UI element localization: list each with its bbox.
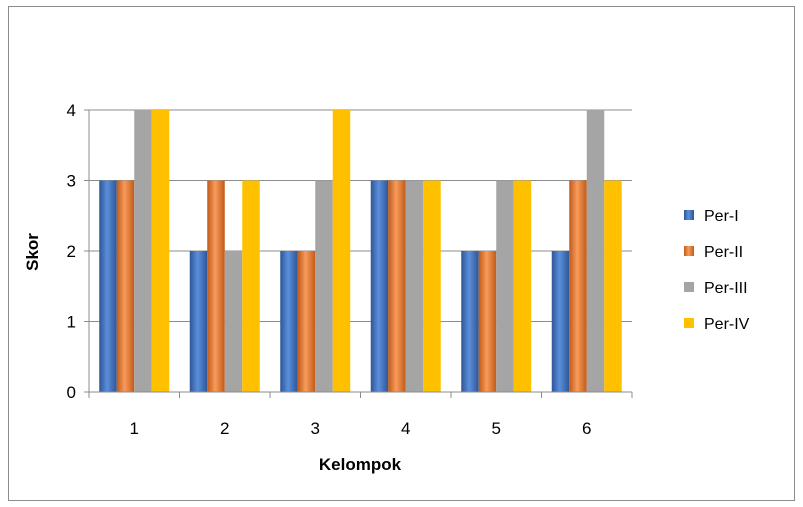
bar-per-iv-cat-4 (423, 180, 441, 392)
x-tick-label: 2 (220, 419, 229, 438)
bar-per-iv-cat-1 (151, 110, 170, 392)
legend-swatch (684, 246, 694, 256)
legend-swatch (684, 318, 694, 328)
bar-per-ii-cat-1 (116, 180, 135, 392)
x-tick-label: 5 (492, 419, 501, 438)
bar-per-iii-cat-3 (315, 180, 333, 392)
y-tick-label: 4 (67, 101, 76, 120)
legend-label: Per-II (704, 244, 743, 261)
y-tick-label: 3 (67, 172, 76, 191)
bar-per-ii-cat-5 (478, 251, 497, 392)
legend-label: Per-IV (704, 316, 750, 333)
bar-per-iii-cat-4 (405, 180, 424, 392)
bar-per-i-cat-5 (461, 251, 479, 392)
legend: Per-I Per-II Per-III Per-IV (684, 208, 750, 333)
bar-per-iv-cat-6 (604, 180, 622, 392)
bar-per-i-cat-4 (370, 180, 389, 392)
legend-swatch (684, 210, 694, 220)
bar-per-i-cat-2 (189, 251, 208, 392)
legend-swatch (684, 282, 694, 292)
x-tick-label: 6 (582, 419, 591, 438)
bar-per-iii-cat-6 (586, 110, 605, 392)
bar-per-ii-cat-4 (388, 180, 406, 392)
bar-per-iv-cat-2 (242, 180, 260, 392)
bar-per-iii-cat-2 (224, 251, 243, 392)
legend-label: Per-I (704, 208, 739, 225)
gridlines (89, 109, 632, 322)
y-axis-title: Skor (23, 233, 42, 271)
bar-per-i-cat-6 (551, 251, 570, 392)
bar-per-iii-cat-1 (134, 110, 152, 392)
bar-per-iv-cat-3 (332, 110, 351, 392)
bar-per-ii-cat-6 (569, 180, 587, 392)
y-tick-label: 1 (67, 313, 76, 332)
x-tick-label: 4 (401, 419, 410, 438)
legend-label: Per-III (704, 280, 748, 297)
bar-per-ii-cat-3 (297, 251, 316, 392)
bar-per-iv-cat-5 (513, 180, 532, 392)
bar-per-i-cat-1 (99, 180, 117, 392)
bar-per-ii-cat-2 (207, 180, 225, 392)
bars (99, 110, 622, 392)
bar-per-i-cat-3 (280, 251, 298, 392)
bar-per-iii-cat-5 (496, 180, 514, 392)
axes: 0 1 2 3 4 1 2 3 4 5 6 (67, 101, 633, 438)
x-axis-title: Kelompok (319, 455, 402, 474)
x-tick-label: 1 (130, 419, 139, 438)
x-tick-label: 3 (311, 419, 320, 438)
y-tick-label: 0 (67, 383, 76, 402)
y-tick-label: 2 (67, 242, 76, 261)
